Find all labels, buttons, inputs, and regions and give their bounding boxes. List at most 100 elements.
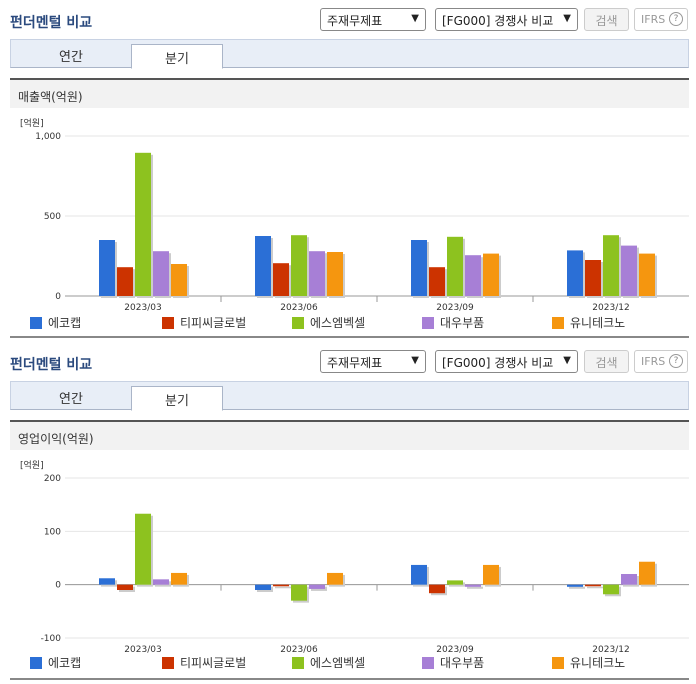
legend-label: 티피씨글로벌 xyxy=(180,656,247,670)
statement-select-value: 주재무제표 xyxy=(327,14,383,28)
section-title: 영업이익(억원) xyxy=(10,420,689,450)
tab-annual[interactable]: 연간 xyxy=(59,50,83,65)
revenue-bar-chart: [억원] 0 500 1,000 2023/03 2023/06 2023/09 2023/1… xyxy=(20,117,689,312)
x-tick-label: 2023/06 xyxy=(280,645,318,655)
x-tick-label: 2023/12 xyxy=(592,645,629,655)
legend-label: 에스엠벡셀 xyxy=(310,316,366,330)
bar xyxy=(171,572,187,585)
ifrs-label: IFRS xyxy=(641,13,666,26)
legend-swatch xyxy=(422,657,434,669)
x-tick-label: 2023/09 xyxy=(436,645,474,655)
bar xyxy=(603,235,619,296)
bar xyxy=(291,584,307,601)
x-tick-label: 2023/09 xyxy=(436,303,474,312)
x-tick-label: 2023/03 xyxy=(124,645,161,655)
statement-select[interactable]: 주재무제표 ▼ xyxy=(320,8,426,31)
bar xyxy=(99,240,115,296)
bar xyxy=(153,251,169,296)
legend-label: 대우부품 xyxy=(440,316,485,330)
bar-shadow xyxy=(275,586,291,589)
bar-shadow xyxy=(587,586,603,589)
peer-select[interactable]: [FG000] 경쟁사 비교 ▼ xyxy=(435,8,578,31)
legend-swatch xyxy=(422,317,434,329)
divider xyxy=(10,336,689,338)
legend-item[interactable]: 에코캡 xyxy=(30,654,81,671)
bar xyxy=(273,263,289,296)
x-tick-label: 2023/12 xyxy=(592,303,629,312)
y-tick-label: 200 xyxy=(44,474,61,484)
tab-quarterly[interactable]: 분기 xyxy=(131,386,223,411)
bar xyxy=(153,579,169,585)
bar xyxy=(117,584,133,590)
legend-item[interactable]: 티피씨글로벌 xyxy=(162,654,246,671)
section-title: 매출액(억원) xyxy=(10,78,689,108)
y-tick-label: -100 xyxy=(41,634,62,644)
legend-label: 대우부품 xyxy=(440,656,485,670)
bar xyxy=(483,253,499,296)
legend-label: 에코캡 xyxy=(48,656,82,670)
bar xyxy=(621,574,637,585)
bar xyxy=(621,245,637,296)
period-tabs: 연간 분기 xyxy=(10,39,689,69)
bar xyxy=(585,584,601,587)
chevron-down-icon: ▼ xyxy=(563,13,571,24)
legend-item[interactable]: 에스엠벡셀 xyxy=(292,314,365,331)
peer-select[interactable]: [FG000] 경쟁사 비교 ▼ xyxy=(435,350,578,373)
legend-item[interactable]: 유니테크노 xyxy=(552,314,625,331)
panel-operating-profit: 펀더멘털 비교 주재무제표 ▼ [FG000] 경쟁사 비교 ▼ 검색 IFRS? … xyxy=(0,342,696,684)
bar xyxy=(327,252,343,296)
bar xyxy=(171,264,187,296)
legend-swatch xyxy=(552,317,564,329)
tab-annual[interactable]: 연간 xyxy=(59,392,83,407)
search-button[interactable]: 검색 xyxy=(584,8,629,31)
panel-revenue: 펀더멘털 비교 주재무제표 ▼ [FG000] 경쟁사 비교 ▼ 검색 IFRS? … xyxy=(0,0,696,340)
bar-shadow xyxy=(569,586,585,589)
statement-select[interactable]: 주재무제표 ▼ xyxy=(320,350,426,373)
bar xyxy=(255,584,271,590)
bar xyxy=(447,580,463,585)
bar xyxy=(273,584,289,587)
legend-label: 티피씨글로벌 xyxy=(180,316,247,330)
legend-item[interactable]: 대우부품 xyxy=(422,314,484,331)
bar xyxy=(327,572,343,585)
ifrs-button[interactable]: IFRS? xyxy=(634,350,688,373)
x-tick-label: 2023/03 xyxy=(124,303,161,312)
bar xyxy=(291,235,307,296)
bar xyxy=(429,267,445,296)
chevron-down-icon: ▼ xyxy=(411,13,419,24)
legend-item[interactable]: 대우부품 xyxy=(422,654,484,671)
bar xyxy=(135,152,151,296)
y-tick-label: 500 xyxy=(44,212,61,222)
bar xyxy=(99,578,115,585)
bar xyxy=(465,584,481,587)
panel-title: 펀더멘털 비교 xyxy=(10,357,93,373)
bar xyxy=(117,267,133,296)
search-button[interactable]: 검색 xyxy=(584,350,629,373)
bar xyxy=(465,255,481,296)
peer-select-value: [FG000] 경쟁사 비교 xyxy=(442,356,554,370)
peer-select-value: [FG000] 경쟁사 비교 xyxy=(442,14,554,28)
operating-profit-bar-chart: [억원] -100 0 100 200 2023/03 2023/06 2023/09 2023… xyxy=(20,459,689,655)
bar xyxy=(429,584,445,594)
legend-swatch xyxy=(162,657,174,669)
bar-shadow xyxy=(467,586,483,589)
ifrs-button[interactable]: IFRS? xyxy=(634,8,688,31)
legend-item[interactable]: 에코캡 xyxy=(30,314,81,331)
legend-item[interactable]: 유니테크노 xyxy=(552,654,625,671)
panel-header: 펀더멘털 비교 주재무제표 ▼ [FG000] 경쟁사 비교 ▼ 검색 IFRS? xyxy=(0,342,696,378)
bar xyxy=(585,260,601,296)
legend-item[interactable]: 티피씨글로벌 xyxy=(162,314,246,331)
legend-label: 에코캡 xyxy=(48,316,82,330)
help-icon[interactable]: ? xyxy=(669,354,683,368)
statement-select-value: 주재무제표 xyxy=(327,356,383,370)
unit-label: [억원] xyxy=(20,117,44,129)
legend-item[interactable]: 에스엠벡셀 xyxy=(292,654,365,671)
tab-quarterly[interactable]: 분기 xyxy=(131,44,223,69)
y-tick-label: 0 xyxy=(55,581,61,591)
help-icon[interactable]: ? xyxy=(669,12,683,26)
bar xyxy=(603,584,619,595)
unit-label: [억원] xyxy=(20,459,44,471)
legend-swatch xyxy=(30,657,42,669)
y-tick-label: 100 xyxy=(44,527,61,537)
x-tick-label: 2023/06 xyxy=(280,303,318,312)
